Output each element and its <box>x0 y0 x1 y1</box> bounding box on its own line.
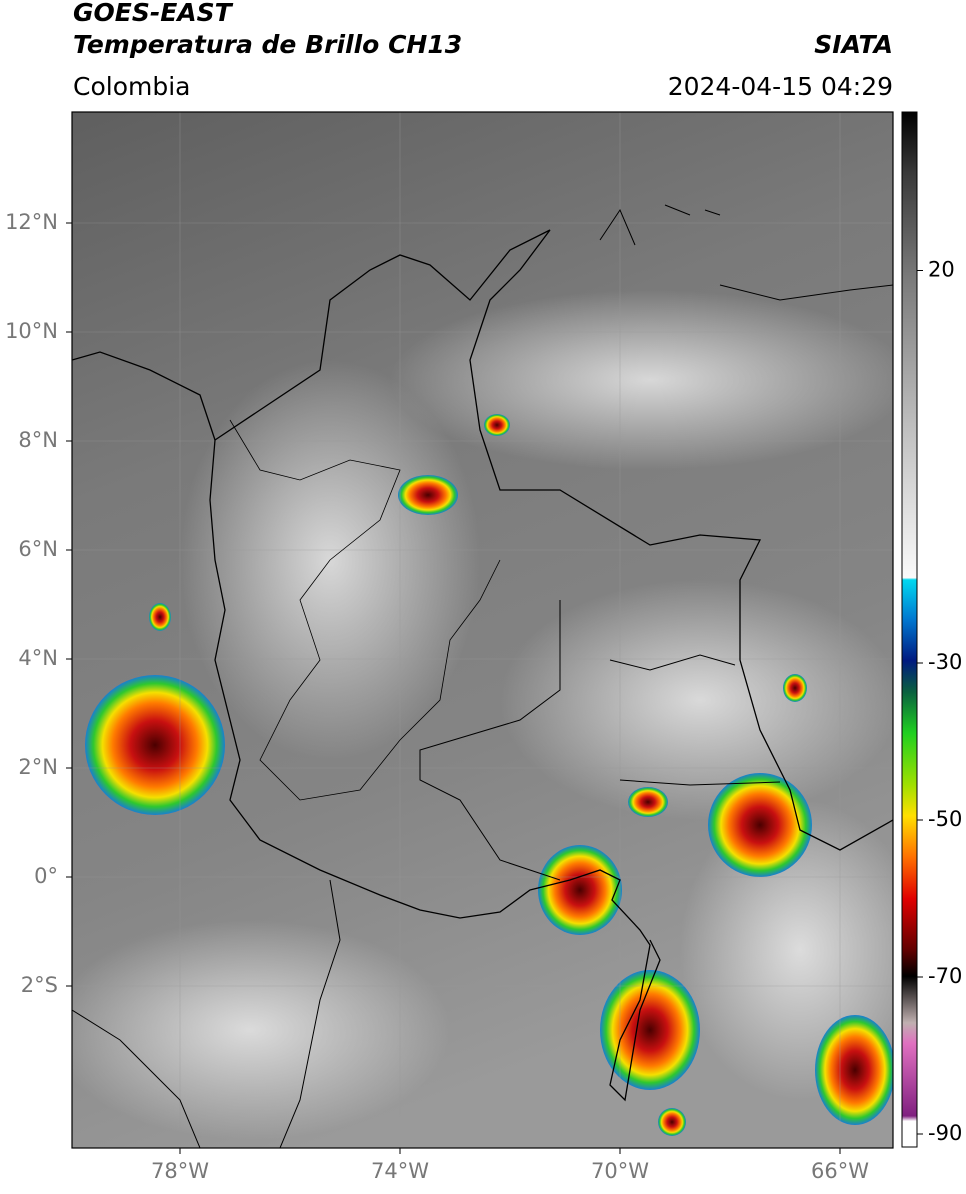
coastline <box>599 204 893 301</box>
storm-cell <box>783 674 807 702</box>
border-line <box>72 600 781 1148</box>
cloud-field <box>500 580 893 820</box>
department-border <box>229 419 501 801</box>
country-border <box>72 351 661 1102</box>
satellite-title: GOES-EAST <box>73 0 234 27</box>
colorbar-tick-label: -30 <box>928 650 962 674</box>
lon-label: 66°W <box>811 1159 869 1183</box>
colorbar <box>901 111 918 1148</box>
storm-cell <box>628 787 668 817</box>
cloud-field <box>72 920 450 1140</box>
storm-cell <box>658 1108 686 1136</box>
cloud-field <box>390 290 893 470</box>
colorbar-tick-label: -70 <box>928 964 962 988</box>
datetime-label: 2024-04-15 04:29 <box>668 72 893 101</box>
product-title: Temperatura de Brillo CH13 <box>73 30 462 59</box>
storm-cell <box>538 845 622 935</box>
lon-label: 78°W <box>151 1159 209 1183</box>
lat-label: 8°N <box>18 428 58 452</box>
colorbar-tick-label: -50 <box>928 807 962 831</box>
country-border <box>214 229 893 851</box>
storm-cell <box>600 970 700 1090</box>
lat-label: 10°N <box>5 319 58 343</box>
lat-label: 0° <box>34 864 58 888</box>
storm-cell <box>484 414 510 436</box>
colorbar-tick-label: -90 <box>928 1121 962 1145</box>
lat-label: 2°N <box>18 755 58 779</box>
colorbar-tick-label: 20 <box>928 258 955 282</box>
storm-cell <box>149 603 171 631</box>
lon-label: 70°W <box>591 1159 649 1183</box>
storm-cell <box>398 475 458 515</box>
lat-label: 4°N <box>18 646 58 670</box>
source-label: SIATA <box>814 30 893 59</box>
storm-cell <box>815 1015 893 1125</box>
lat-label: 6°N <box>18 537 58 561</box>
lat-label: 2°S <box>21 973 58 997</box>
region-label: Colombia <box>73 72 190 101</box>
lat-label: 12°N <box>5 210 58 234</box>
storm-cell <box>708 773 812 877</box>
lon-label: 74°W <box>371 1159 429 1183</box>
graticule <box>72 112 893 1148</box>
map-frame <box>71 111 894 1149</box>
satellite-image <box>72 112 893 1148</box>
storm-cell <box>85 675 225 815</box>
